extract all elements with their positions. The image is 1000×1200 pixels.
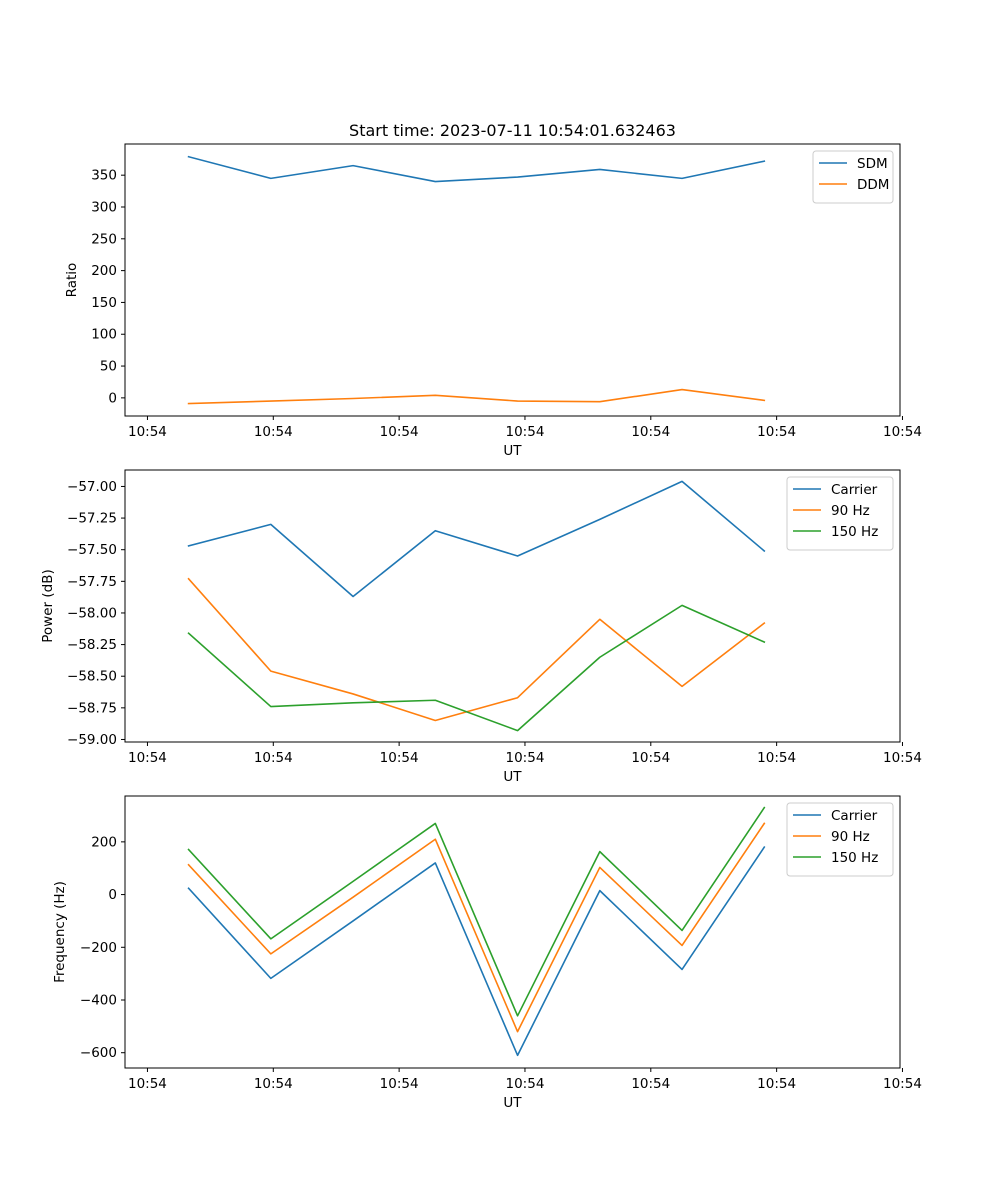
y-tick-label: 100 [91, 327, 117, 343]
series-line-90-hz [187, 577, 766, 722]
x-axis-label: UT [503, 443, 522, 459]
y-tick-label: −600 [80, 1045, 117, 1061]
y-tick-label: −57.75 [67, 574, 117, 590]
legend-label: Carrier [831, 808, 878, 824]
x-tick-label: 10:54 [128, 424, 167, 440]
y-tick-label: 250 [91, 231, 117, 247]
chart-panel-1: 0 50 100 150 200 250 300 350 10:54 10:54 10:54 10:5… [64, 143, 922, 459]
y-tick-label: −57.25 [67, 511, 117, 527]
y-tick-label: −58.25 [67, 637, 117, 653]
chart-panel-3: −600 −400 −200 0 200 10:54 10:54 10:54 10:54 10:5… [52, 795, 922, 1111]
y-tick-label: 200 [91, 263, 117, 279]
series-line-150-hz [187, 806, 766, 1017]
x-axis-label: UT [503, 1095, 522, 1111]
y-tick-label: 50 [100, 359, 117, 375]
x-tick-label: 10:54 [506, 750, 545, 766]
legend-label: 90 Hz [831, 829, 870, 845]
y-axis-label: Frequency (Hz) [52, 881, 68, 983]
y-tick-label: −400 [80, 993, 117, 1009]
x-tick-label: 10:54 [380, 750, 419, 766]
x-tick-label: 10:54 [883, 750, 922, 766]
chart-title: Start time: 2023-07-11 10:54:01.632463 [349, 121, 676, 140]
legend: Carrier 90 Hz 150 Hz [786, 476, 894, 551]
y-tick-label: 0 [108, 390, 117, 406]
y-tick-label: −58.00 [67, 605, 117, 621]
legend-label: SDM [857, 156, 888, 172]
legend: SDM DDM [812, 150, 894, 204]
y-tick-label: −57.50 [67, 542, 117, 558]
series-line-150-hz [187, 604, 766, 732]
series-line-ddm [187, 388, 766, 405]
legend-box [812, 150, 894, 204]
y-tick-label: −59.00 [67, 732, 117, 748]
x-tick-label: 10:54 [254, 1076, 293, 1092]
x-tick-label: 10:54 [128, 1076, 167, 1092]
y-axis-label: Ratio [64, 263, 80, 298]
plot-frame [124, 795, 901, 1069]
x-axis-label: UT [503, 769, 522, 785]
x-tick-label: 10:54 [128, 750, 167, 766]
x-tick-label: 10:54 [757, 750, 796, 766]
x-tick-label: 10:54 [380, 424, 419, 440]
x-tick-label: 10:54 [631, 750, 670, 766]
x-tick-label: 10:54 [883, 424, 922, 440]
legend-label: 150 Hz [831, 850, 878, 866]
x-tick-label: 10:54 [883, 1076, 922, 1092]
x-tick-label: 10:54 [254, 750, 293, 766]
y-tick-label: −57.00 [67, 479, 117, 495]
x-tick-label: 10:54 [631, 1076, 670, 1092]
legend-label: DDM [857, 177, 889, 193]
x-tick-label: 10:54 [757, 1076, 796, 1092]
y-axis-label: Power (dB) [40, 569, 56, 642]
y-tick-label: 350 [91, 168, 117, 184]
series-line-carrier [187, 846, 766, 1057]
y-tick-label: −58.75 [67, 700, 117, 716]
x-tick-label: 10:54 [506, 1076, 545, 1092]
x-tick-label: 10:54 [757, 424, 796, 440]
y-tick-label: 300 [91, 199, 117, 215]
series-line-90-hz [187, 822, 766, 1033]
plot-frame [124, 143, 901, 417]
x-tick-label: 10:54 [631, 424, 670, 440]
legend-label: 150 Hz [831, 524, 878, 540]
y-tick-label: −200 [80, 940, 117, 956]
chart-panels: 0 50 100 150 200 250 300 350 10:54 10:54 10:54 10:5… [40, 143, 922, 1111]
legend-label: 90 Hz [831, 503, 870, 519]
chart-panel-2: −59.00 −58.75 −58.50 −58.25 −58.00 −57.75 −57.… [40, 469, 922, 785]
series-line-sdm [187, 155, 766, 183]
y-tick-label: 200 [91, 834, 117, 850]
plot-frame [124, 469, 901, 743]
x-tick-label: 10:54 [380, 1076, 419, 1092]
y-tick-label: 150 [91, 295, 117, 311]
series-line-carrier [187, 480, 766, 598]
y-tick-label: −58.50 [67, 669, 117, 685]
x-tick-label: 10:54 [506, 424, 545, 440]
y-tick-label: 0 [108, 887, 117, 903]
legend: Carrier 90 Hz 150 Hz [786, 802, 894, 877]
x-tick-label: 10:54 [254, 424, 293, 440]
legend-label: Carrier [831, 482, 878, 498]
